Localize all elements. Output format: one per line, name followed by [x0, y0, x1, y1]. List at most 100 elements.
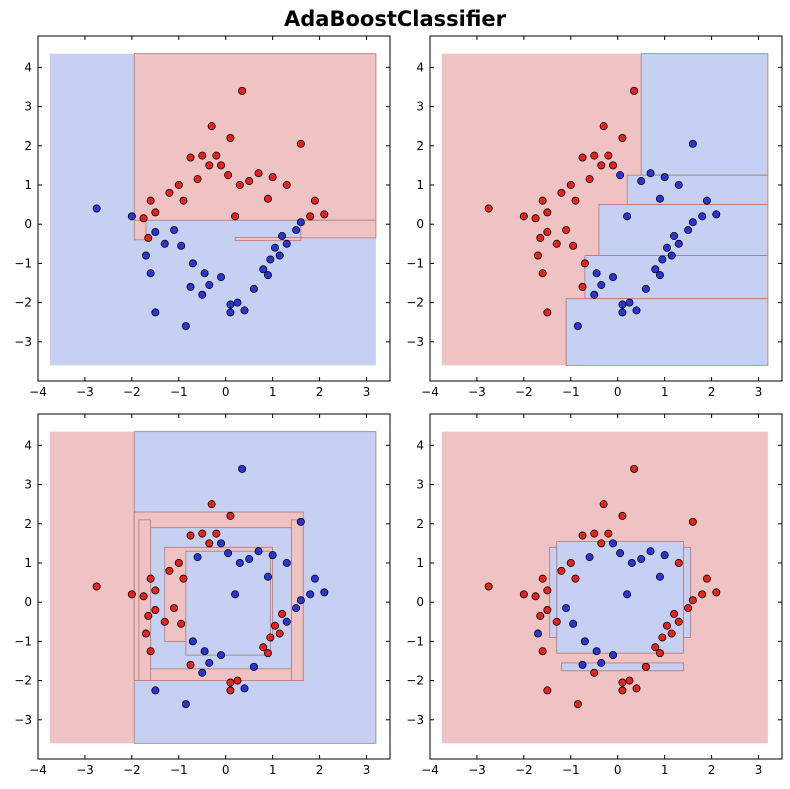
data-point-red [566, 180, 575, 189]
data-point-red [310, 196, 319, 205]
data-point-red [590, 668, 599, 677]
data-point-red [543, 228, 552, 237]
data-point-red [146, 574, 155, 583]
data-point-blue [592, 647, 601, 656]
data-point-blue [268, 551, 277, 560]
data-point-red [235, 180, 244, 189]
decision-region-blue [185, 550, 271, 656]
data-point-blue [618, 300, 627, 309]
x-tick-label: 1 [661, 385, 669, 399]
data-point-blue [200, 647, 209, 656]
data-point-red [578, 282, 587, 291]
data-point-blue [188, 637, 197, 646]
y-tick-label: −3 [406, 335, 424, 349]
decision-region-red [138, 519, 152, 681]
data-point-blue [562, 604, 571, 613]
x-tick-label: 0 [614, 763, 622, 777]
data-point-blue [667, 251, 676, 260]
data-point-blue [151, 308, 160, 317]
data-point-blue [233, 298, 242, 307]
data-point-red [170, 604, 179, 613]
data-point-blue [688, 139, 697, 148]
data-point-red [578, 531, 587, 540]
data-point-blue [320, 588, 329, 597]
axes-frame [37, 35, 391, 382]
data-point-red [698, 590, 707, 599]
data-point-red [597, 539, 606, 548]
scatter-points [484, 464, 721, 709]
data-point-red [198, 151, 207, 160]
data-point-blue [181, 700, 190, 709]
data-point-red [139, 214, 148, 223]
decision-region-blue [561, 662, 684, 672]
x-tick-label: −4 [29, 763, 47, 777]
data-point-red [179, 196, 188, 205]
data-point-red [139, 592, 148, 601]
data-point-red [562, 226, 571, 235]
x-tick-label: 0 [614, 385, 622, 399]
data-point-red [306, 212, 315, 221]
y-tick-label: −3 [406, 713, 424, 727]
data-point-blue [205, 658, 214, 667]
data-point-blue [632, 306, 641, 315]
data-point-blue [698, 212, 707, 221]
data-point-red [278, 609, 287, 618]
axes-frame [37, 413, 391, 760]
data-point-red [543, 586, 552, 595]
y-tick-label: 2 [24, 139, 32, 153]
data-point-red [566, 558, 575, 567]
data-point-red [670, 609, 679, 618]
data-point-blue [217, 273, 226, 282]
data-point-red [263, 194, 272, 203]
data-point-blue [533, 629, 542, 638]
data-point-blue [170, 226, 179, 235]
data-point-red [630, 86, 639, 95]
data-point-blue [597, 658, 606, 667]
data-point-red [160, 617, 169, 626]
data-point-red [238, 86, 247, 95]
data-point-blue [660, 551, 669, 560]
data-point-red [146, 647, 155, 656]
x-tick-label: −4 [421, 385, 439, 399]
data-point-blue [646, 169, 655, 178]
x-tick-label: −2 [123, 385, 141, 399]
data-point-blue [92, 204, 101, 213]
x-tick-label: −1 [562, 385, 580, 399]
y-tick-label: 3 [24, 100, 32, 114]
data-point-red [538, 647, 547, 656]
data-point-red [557, 566, 566, 575]
data-point-red [268, 173, 277, 182]
data-point-blue [592, 269, 601, 278]
y-tick-label: 4 [24, 438, 32, 452]
data-point-blue [674, 239, 683, 248]
data-point-blue [627, 558, 636, 567]
x-tick-label: 3 [363, 385, 371, 399]
data-point-red [186, 660, 195, 669]
data-point-red [543, 208, 552, 217]
data-point-blue [569, 619, 578, 628]
data-point-red [193, 175, 202, 184]
data-point-blue [263, 271, 272, 280]
y-tick-label: −1 [406, 634, 424, 648]
data-point-red [557, 188, 566, 197]
data-point-red [552, 617, 561, 626]
data-point-blue [637, 555, 646, 564]
data-point-red [217, 161, 226, 170]
data-point-red [590, 529, 599, 538]
data-point-red [205, 161, 214, 170]
data-point-blue [712, 210, 721, 219]
axes-frame [429, 413, 783, 760]
x-tick-label: −3 [468, 385, 486, 399]
data-point-red [571, 196, 580, 205]
x-tick-label: −2 [515, 385, 533, 399]
data-point-red [543, 606, 552, 615]
data-point-red [275, 629, 284, 638]
y-tick-label: −1 [406, 256, 424, 270]
data-point-red [296, 139, 305, 148]
data-point-red [573, 700, 582, 709]
data-point-red [632, 684, 641, 693]
data-point-red [92, 582, 101, 591]
data-point-red [271, 621, 280, 630]
data-point-red [630, 464, 639, 473]
y-tick-label: −3 [14, 335, 32, 349]
